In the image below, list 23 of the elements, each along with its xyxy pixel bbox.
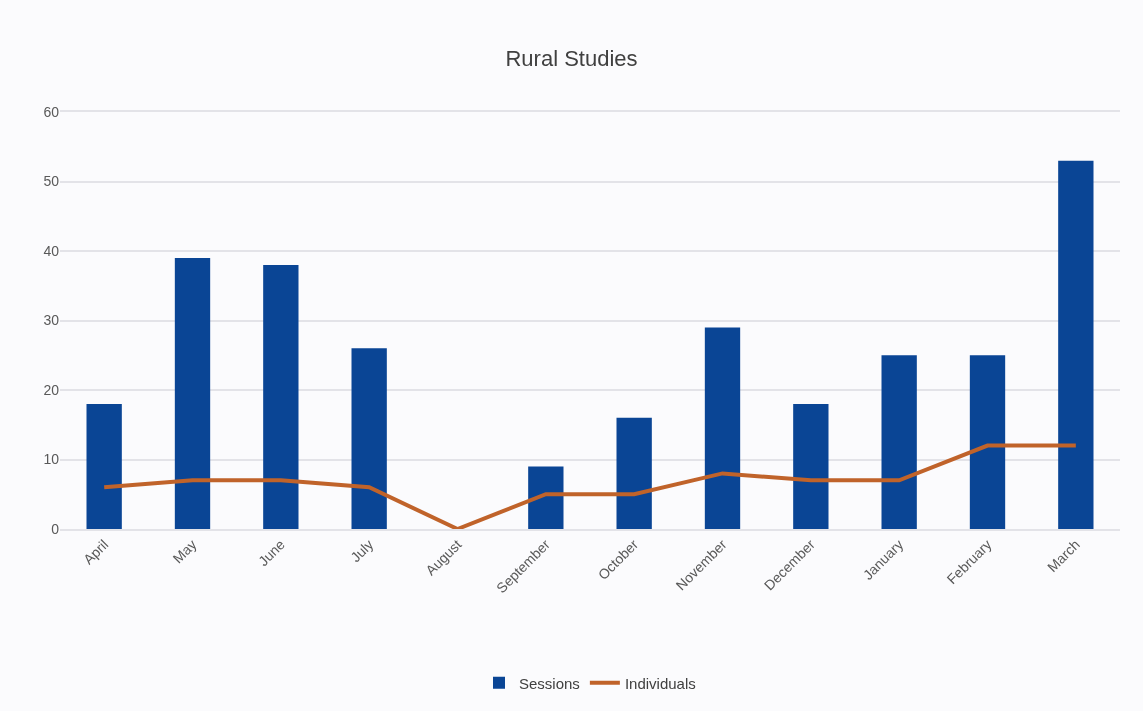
chart-title: Rural Studies (505, 45, 638, 71)
y-tick-label: 10 (43, 451, 60, 468)
line-series (102, 443, 1078, 529)
y-tick-label: 40 (43, 242, 60, 259)
legend-label: Sessions (519, 674, 580, 692)
bar (793, 403, 829, 529)
y-tick-label: 50 (43, 173, 60, 190)
x-tick-label: July (347, 536, 377, 566)
y-tick-label: 30 (43, 312, 60, 329)
bar (616, 417, 652, 529)
bar (881, 355, 917, 529)
bar (969, 355, 1006, 529)
legend-label: Individuals (624, 674, 696, 692)
y-tick-label: 0 (51, 520, 60, 537)
y-tick-label: 20 (43, 381, 60, 398)
y-tick-label: 60 (43, 103, 60, 120)
bar (1058, 160, 1094, 529)
bar (528, 466, 564, 529)
bar (704, 327, 741, 529)
bar (263, 264, 299, 529)
bar (86, 403, 122, 529)
bar (174, 257, 211, 529)
bar (351, 348, 387, 529)
